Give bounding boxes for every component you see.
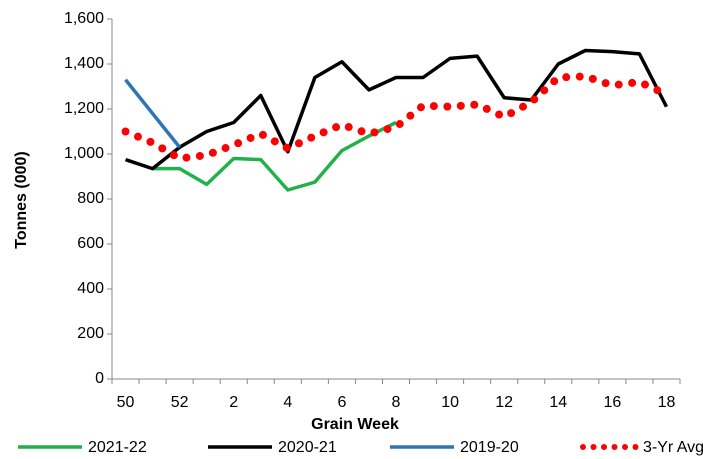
series-line bbox=[124, 48, 669, 171]
x-tick-label: 50 bbox=[117, 394, 135, 411]
legend-label: 2021-22 bbox=[88, 439, 147, 456]
y-axis-title: Tonnes (000) bbox=[13, 151, 30, 249]
x-tick-label: 12 bbox=[495, 394, 513, 411]
y-tick-label: 800 bbox=[77, 190, 104, 207]
y-tick-label: 1,400 bbox=[64, 55, 104, 72]
x-tick-label: 16 bbox=[603, 394, 621, 411]
x-tick-label: 14 bbox=[549, 394, 567, 411]
y-tick-label: 200 bbox=[77, 325, 104, 342]
y-tick-label: 1,000 bbox=[64, 145, 104, 162]
series-line bbox=[121, 72, 671, 163]
legend-label: 2019-20 bbox=[460, 439, 519, 456]
y-tick-label: 600 bbox=[77, 235, 104, 252]
x-tick-label: 6 bbox=[337, 394, 346, 411]
x-tick-label: 10 bbox=[441, 394, 459, 411]
x-tick-label: 2 bbox=[229, 394, 238, 411]
x-axis-title: Grain Week bbox=[311, 416, 399, 433]
y-tick-label: 0 bbox=[95, 370, 104, 387]
y-tick-label: 1,200 bbox=[64, 100, 104, 117]
legend-label: 2020-21 bbox=[278, 439, 337, 456]
x-tick-label: 8 bbox=[392, 394, 401, 411]
x-tick-label: 18 bbox=[658, 394, 676, 411]
y-tick-label: 400 bbox=[77, 280, 104, 297]
legend-label: 3-Yr Avg. bbox=[643, 439, 703, 456]
x-tick-label: 52 bbox=[171, 394, 189, 411]
series-line bbox=[152, 120, 397, 192]
x-tick-label: 4 bbox=[283, 394, 292, 411]
y-tick-label: 1,600 bbox=[64, 10, 104, 27]
series-line bbox=[124, 78, 181, 149]
